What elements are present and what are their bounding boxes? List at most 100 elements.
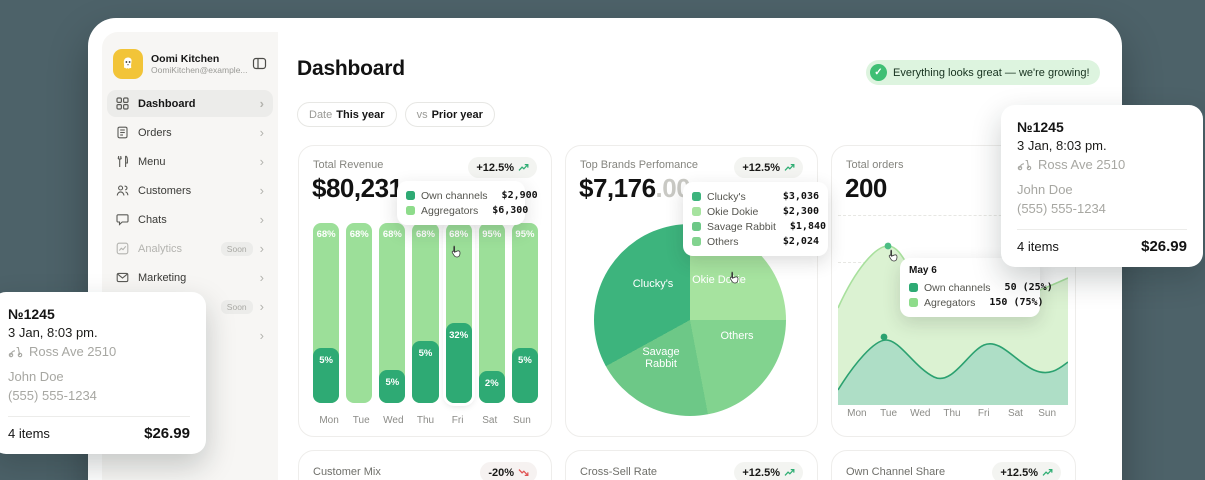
legend-value: $1,840 — [789, 221, 827, 232]
card-title: Own Channel Share — [846, 466, 946, 478]
legend-label: Own channels — [421, 189, 488, 202]
orders-icon — [116, 126, 129, 139]
order-datetime: 3 Jan, 8:03 pm. — [8, 325, 98, 340]
axis-label: Thu — [943, 408, 961, 419]
legend-value: $2,900 — [501, 190, 538, 201]
sidebar-item-label: Chats — [138, 213, 167, 226]
bar-tue[interactable]: 68% — [346, 223, 373, 403]
sidebar-item-hidden-8[interactable]: › — [107, 322, 273, 349]
bar-own-segment: 5% — [511, 348, 538, 403]
hand-cursor-icon — [729, 271, 739, 284]
bar-value-label: 68% — [349, 229, 369, 240]
legend-row: Aggregators $6,300 — [406, 203, 528, 218]
order-address: Ross Ave 2510 — [29, 344, 117, 359]
legend-swatch — [692, 207, 701, 216]
axis-label: Thu — [416, 415, 435, 426]
bar-sun[interactable]: 95% 5% — [511, 223, 538, 403]
legend-swatch — [406, 206, 415, 215]
trend-badge: +12.5% — [734, 157, 803, 178]
axis-label: Sun — [1038, 408, 1057, 419]
trend-badge: +12.5% — [468, 157, 537, 178]
sidebar-item-menu[interactable]: Menu › — [107, 148, 273, 175]
bar-thu[interactable]: 68% 5% — [412, 223, 439, 403]
card-value: $7,176.00 — [579, 173, 691, 204]
cross-sell-rate-card: Cross-Sell Rate +12.5% — [565, 450, 818, 480]
legend-value: $2,024 — [782, 236, 819, 247]
trend-badge: +12.5% — [734, 462, 803, 480]
bar-value-label: 68% — [382, 229, 402, 240]
sidebar-item-label: Marketing — [138, 271, 187, 284]
axis-label: Sat — [1007, 408, 1023, 419]
bar-sat[interactable]: 95% 2% — [478, 223, 505, 403]
customers-icon — [116, 184, 129, 197]
legend-swatch — [909, 283, 918, 292]
axis-label: Mon — [847, 408, 867, 419]
axis-label: Fri — [451, 415, 464, 426]
legend-value: 50 (25%) — [1004, 282, 1053, 293]
sidebar-item-customers[interactable]: Customers › — [107, 177, 273, 204]
sidebar-item-label: Menu — [138, 155, 166, 168]
axis-label: Fri — [977, 408, 990, 419]
weekday-labels: Mon Tue Wed Thu Fri Sat Sun — [841, 408, 1063, 419]
bar-value-label: 95% — [482, 229, 502, 240]
bar-own-segment: 5% — [313, 348, 340, 403]
axis-label: Tue — [880, 408, 898, 419]
sidebar-item-analytics[interactable]: Analytics Soon › — [107, 235, 273, 262]
bar-own-segment: 5% — [412, 341, 439, 403]
sidebar-item-orders[interactable]: Orders › — [107, 119, 273, 146]
card-title: Cross-Sell Rate — [580, 466, 658, 478]
bar-value-label: 68% — [415, 229, 435, 240]
tooltip-title: May 6 — [909, 265, 937, 276]
profile-meta: Oomi Kitchen OomiKitchen@example... — [151, 53, 248, 75]
pie-slice-label: Clucky's — [632, 278, 674, 290]
customer-name: John Doe — [8, 369, 64, 384]
customer-name: John Doe — [1017, 182, 1073, 197]
check-icon: ✓ — [870, 64, 887, 81]
own-channel-share-card: Own Channel Share +12.5% — [831, 450, 1076, 480]
sidebar-item-marketing[interactable]: Marketing › — [107, 264, 273, 291]
sidebar-item-hidden-7[interactable]: Soon › — [107, 293, 273, 320]
customer-mix-card: Customer Mix -20% — [298, 450, 552, 480]
brand-avatar — [113, 49, 143, 79]
bar-mon[interactable]: 68% 5% — [313, 223, 340, 403]
order-datetime: 3 Jan, 8:03 pm. — [1017, 138, 1107, 153]
card-title: Customer Mix — [313, 466, 381, 478]
filter-prefix: vs — [416, 108, 428, 121]
pie-chart[interactable] — [594, 224, 786, 416]
items-count: 4 items — [1017, 238, 1059, 254]
soon-badge: Soon — [220, 299, 253, 314]
profile-row[interactable]: Oomi Kitchen OomiKitchen@example... — [113, 48, 268, 80]
weekday-labels: Mon Tue Wed Thu Fri Sat Sun — [313, 415, 538, 426]
legend-row: Others $2,024 — [692, 234, 819, 249]
sidebar-collapse-icon[interactable] — [252, 56, 268, 72]
order-popup-left[interactable]: №1245 3 Jan, 8:03 pm. Ross Ave 2510 John… — [0, 292, 206, 454]
sidebar-item-label: Analytics — [138, 242, 183, 255]
order-popup-right[interactable]: №1245 3 Jan, 8:03 pm. Ross Ave 2510 John… — [1001, 105, 1203, 267]
items-count: 4 items — [8, 425, 50, 441]
trend-badge: +12.5% — [992, 462, 1061, 480]
legend-row: Okie Dokie $2,300 — [692, 204, 819, 219]
sidebar-item-chats[interactable]: Chats › — [107, 206, 273, 233]
legend-swatch — [909, 298, 918, 307]
sidebar-item-dashboard[interactable]: Dashboard › — [107, 90, 273, 117]
order-address: Ross Ave 2510 — [1038, 157, 1126, 172]
bar-value-label: 68% — [316, 229, 336, 240]
filter-prefix: Date — [309, 108, 333, 121]
bar-value-label: 5% — [418, 348, 433, 359]
trend-down-icon — [518, 469, 529, 477]
orders-tooltip: May 6 Own channels 50 (25%) Agregators 150 … — [900, 258, 1053, 317]
page-title: Dashboard — [297, 57, 405, 80]
bar-value-label: 95% — [515, 229, 535, 240]
compare-filter[interactable]: vs Prior year — [404, 102, 495, 127]
card-value: $80,231 — [312, 173, 403, 203]
pie-slice-label: Savage Rabbit — [642, 346, 680, 370]
bar-value-label: 5% — [319, 355, 333, 366]
date-filter[interactable]: Date This year — [297, 102, 397, 127]
chevron-right-icon: › — [259, 212, 264, 227]
filter-value: Prior year — [431, 108, 483, 121]
legend-row: Own channels $2,900 — [406, 188, 538, 203]
trend-up-icon — [1042, 468, 1053, 476]
badge-value: +12.5% — [742, 466, 780, 479]
legend-row: Own channels 50 (25%) — [909, 280, 1053, 295]
bar-wed[interactable]: 68% 5% — [379, 223, 406, 403]
